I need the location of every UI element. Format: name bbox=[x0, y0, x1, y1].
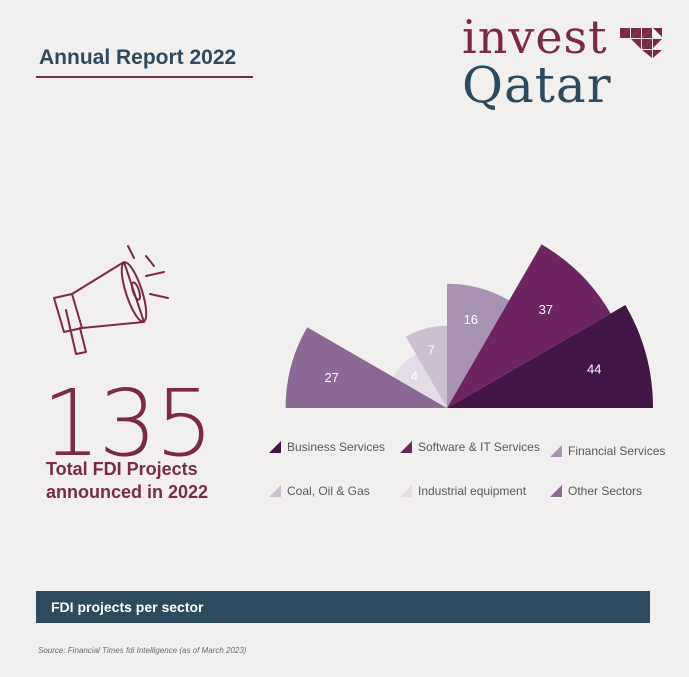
logo-text-qatar: Qatar bbox=[462, 56, 612, 114]
legend-swatch bbox=[269, 441, 281, 453]
legend-item-business-services: Business Services bbox=[269, 440, 385, 454]
legend-label: Other Sectors bbox=[568, 484, 643, 498]
legend-swatch bbox=[550, 485, 562, 497]
value-label-coal-oil-gas: 7 bbox=[428, 342, 435, 357]
wedge-coal-oil-gas bbox=[405, 325, 447, 408]
legend-label: Industrial equipment bbox=[418, 484, 527, 498]
legend-item-industrial-equipment: Industrial equipment bbox=[400, 484, 526, 498]
source-note: Source: Financial Times fdi Intelligence… bbox=[38, 646, 247, 655]
wedge-business-services bbox=[447, 305, 653, 408]
logo-text-invest: invest bbox=[462, 10, 608, 64]
legend-item-software-it-services: Software & IT Services bbox=[400, 440, 540, 454]
value-label-software-it-services: 37 bbox=[539, 302, 553, 317]
legend-label: Financial Services bbox=[568, 444, 666, 458]
legend-item-financial-services: Financial Services bbox=[550, 444, 665, 458]
total-projects-number: 135 bbox=[42, 370, 214, 477]
legend-item-coal-oil-gas: Coal, Oil & Gas bbox=[269, 484, 370, 498]
legend-label: Coal, Oil & Gas bbox=[287, 484, 370, 498]
report-title: Annual Report 2022 bbox=[39, 46, 237, 69]
legend-swatch bbox=[550, 445, 562, 457]
legend-swatch bbox=[269, 485, 281, 497]
sector-half-rose-chart: 27 47 16 37 44 bbox=[285, 244, 653, 408]
legend-label: Software & IT Services bbox=[418, 440, 540, 454]
wedge-financial-services bbox=[447, 283, 510, 408]
legend-label: Business Services bbox=[287, 440, 386, 454]
value-label-other-sectors: 27 bbox=[324, 370, 338, 385]
chart-caption-bar: FDI projects per sector bbox=[36, 591, 650, 623]
value-label-financial-services: 16 bbox=[464, 312, 478, 327]
total-projects-caption: Total FDI Projects announced in 2022 bbox=[46, 459, 209, 502]
value-label-industrial-equipment: 4 bbox=[411, 369, 418, 384]
value-label-business-services: 44 bbox=[587, 362, 601, 377]
title-underline bbox=[36, 76, 253, 78]
legend-swatch bbox=[400, 485, 412, 497]
megaphone-icon bbox=[53, 245, 169, 355]
legend-swatch bbox=[400, 441, 412, 453]
wedge-other-sectors bbox=[285, 327, 447, 408]
triangle-pattern-icon bbox=[620, 28, 662, 58]
chart-caption-label: FDI projects per sector bbox=[51, 599, 204, 615]
wedge-industrial-equipment bbox=[393, 354, 447, 408]
legend-item-other-sectors: Other Sectors bbox=[550, 484, 642, 498]
wedge-software-it-services bbox=[447, 244, 611, 408]
